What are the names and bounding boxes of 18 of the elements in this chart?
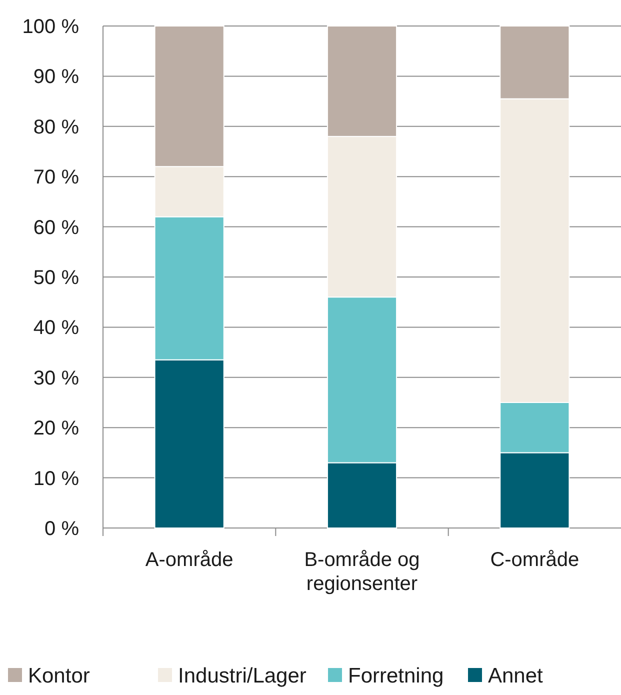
legend-label: Forretning — [348, 664, 444, 688]
y-tick-label: 90 % — [33, 66, 80, 88]
y-tick-label: 50 % — [33, 267, 80, 289]
y-tick-label: 80 % — [33, 116, 80, 138]
y-tick-label: 40 % — [33, 317, 80, 340]
y-tick-label: 10 % — [33, 468, 80, 490]
legend-label: Kontor — [28, 664, 90, 688]
legend-label: Industri/Lager — [178, 664, 306, 688]
x-tick-label: B-område og regionsenter — [304, 549, 420, 595]
x-tick-label: A-område — [145, 549, 234, 571]
y-tick-label: 60 % — [33, 216, 80, 239]
y-tick-label: 0 % — [44, 518, 80, 540]
legend-label: Annet — [488, 664, 544, 688]
x-tick-label: C-område — [490, 549, 580, 571]
y-tick-label: 70 % — [33, 166, 80, 189]
y-tick-label: 30 % — [33, 367, 80, 390]
y-tick-label: 20 % — [33, 418, 80, 440]
y-tick-label: 100 % — [22, 16, 80, 38]
